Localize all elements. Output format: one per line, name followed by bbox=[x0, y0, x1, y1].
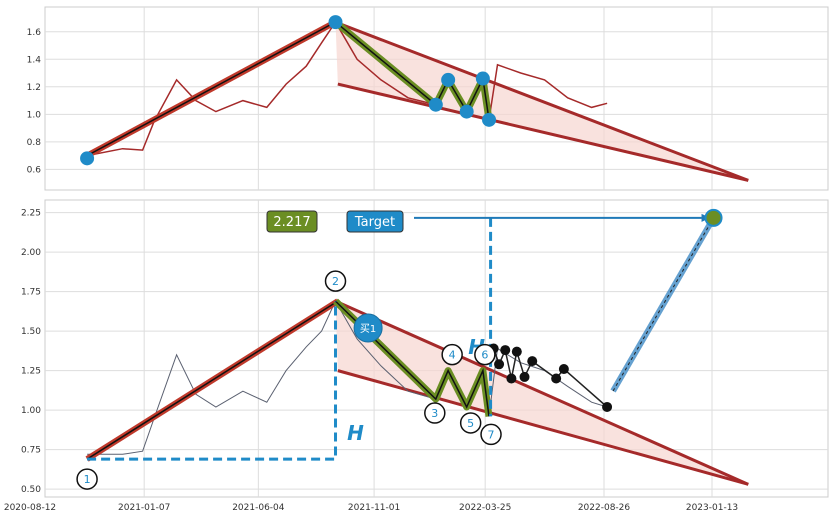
top-y-tick-label: 1.0 bbox=[27, 110, 42, 120]
top-y-tick-label: 1.4 bbox=[27, 55, 42, 65]
bottom-resistance-line bbox=[334, 299, 749, 486]
bottom-y-tick-label: 1.25 bbox=[21, 367, 41, 377]
x-tick-label: 2021-06-04 bbox=[232, 503, 285, 513]
top-y-tick-label: 0.8 bbox=[27, 138, 42, 148]
buy-point-marker bbox=[353, 313, 383, 343]
x-tick-label: 2020-08-12 bbox=[4, 503, 56, 513]
bottom-y-tick-label: 2.25 bbox=[21, 209, 41, 219]
top-y-tick-label: 1.2 bbox=[27, 83, 41, 93]
recent-price-point bbox=[500, 345, 511, 356]
wave-number-label: 1 bbox=[84, 473, 91, 486]
bottom-y-tick-label: 1.00 bbox=[21, 406, 41, 416]
projection-arrow bbox=[610, 216, 717, 393]
x-tick-label: 2021-11-01 bbox=[348, 503, 400, 513]
top-wave-point bbox=[441, 72, 456, 87]
target-label-text: Target bbox=[354, 215, 395, 230]
target-value-box bbox=[266, 210, 318, 233]
top-uptrend-core bbox=[86, 20, 339, 157]
wave-number-circle bbox=[459, 412, 482, 434]
top-wave-point bbox=[482, 112, 497, 127]
bottom-wave-core bbox=[334, 300, 490, 417]
target-value-text: 2.217 bbox=[273, 215, 310, 230]
recent-price-point bbox=[558, 364, 569, 375]
bottom-y-tick-label: 0.50 bbox=[21, 485, 41, 495]
wave-number-circle bbox=[76, 468, 98, 490]
height-measure-dashed bbox=[87, 301, 338, 461]
top-wave-point bbox=[459, 104, 474, 119]
target-point bbox=[704, 208, 723, 227]
wave-number-circle bbox=[480, 423, 502, 446]
x-tick-label: 2022-03-25 bbox=[459, 503, 511, 513]
bottom-y-tick-label: 0.75 bbox=[21, 446, 41, 456]
bottom-uptrend-core bbox=[86, 300, 339, 460]
top-wave-point bbox=[328, 15, 343, 30]
recent-price-path bbox=[492, 347, 608, 408]
buy-point-label: 买1 bbox=[360, 323, 376, 335]
recent-price-point bbox=[551, 373, 562, 384]
recent-price-point bbox=[511, 346, 522, 357]
recent-price-point bbox=[527, 356, 538, 367]
recent-price-point bbox=[494, 359, 505, 370]
top-resistance-line bbox=[334, 20, 749, 182]
wave-number-circle bbox=[424, 402, 446, 424]
bottom-y-tick-label: 2.00 bbox=[21, 248, 41, 258]
top-support-line bbox=[337, 82, 749, 182]
wave-number-label: 3 bbox=[431, 407, 438, 420]
wave-number-circle bbox=[441, 343, 463, 366]
wave-number-label: 5 bbox=[467, 417, 474, 430]
x-tick-label: 2022-08-26 bbox=[578, 503, 631, 513]
top-y-tick-label: 1.6 bbox=[27, 28, 42, 38]
wave-number-label: 2 bbox=[332, 275, 339, 288]
bottom-y-tick-label: 1.75 bbox=[21, 288, 41, 298]
bottom-price-line bbox=[87, 300, 608, 455]
target-label-box bbox=[346, 210, 404, 233]
height-label-h: H bbox=[347, 421, 364, 445]
recent-price-point bbox=[506, 373, 517, 384]
wave-number-label: 7 bbox=[488, 428, 495, 441]
top-wave-point bbox=[475, 71, 490, 86]
wave-number-circle bbox=[324, 270, 347, 292]
x-tick-label: 2023-01-13 bbox=[686, 503, 738, 513]
recent-price-point bbox=[519, 371, 530, 382]
wave-number-circle bbox=[474, 343, 496, 366]
bottom-y-tick-label: 1.50 bbox=[21, 327, 41, 337]
top-wave-point bbox=[80, 151, 95, 166]
recent-price-point bbox=[602, 401, 613, 412]
top-wave-point bbox=[428, 97, 443, 112]
wave-number-label: 6 bbox=[481, 349, 488, 362]
x-tick-label: 2021-01-07 bbox=[118, 503, 170, 513]
top-price-line bbox=[86, 20, 608, 157]
top-y-tick-label: 0.6 bbox=[27, 165, 42, 175]
wave-number-label: 4 bbox=[449, 349, 456, 362]
